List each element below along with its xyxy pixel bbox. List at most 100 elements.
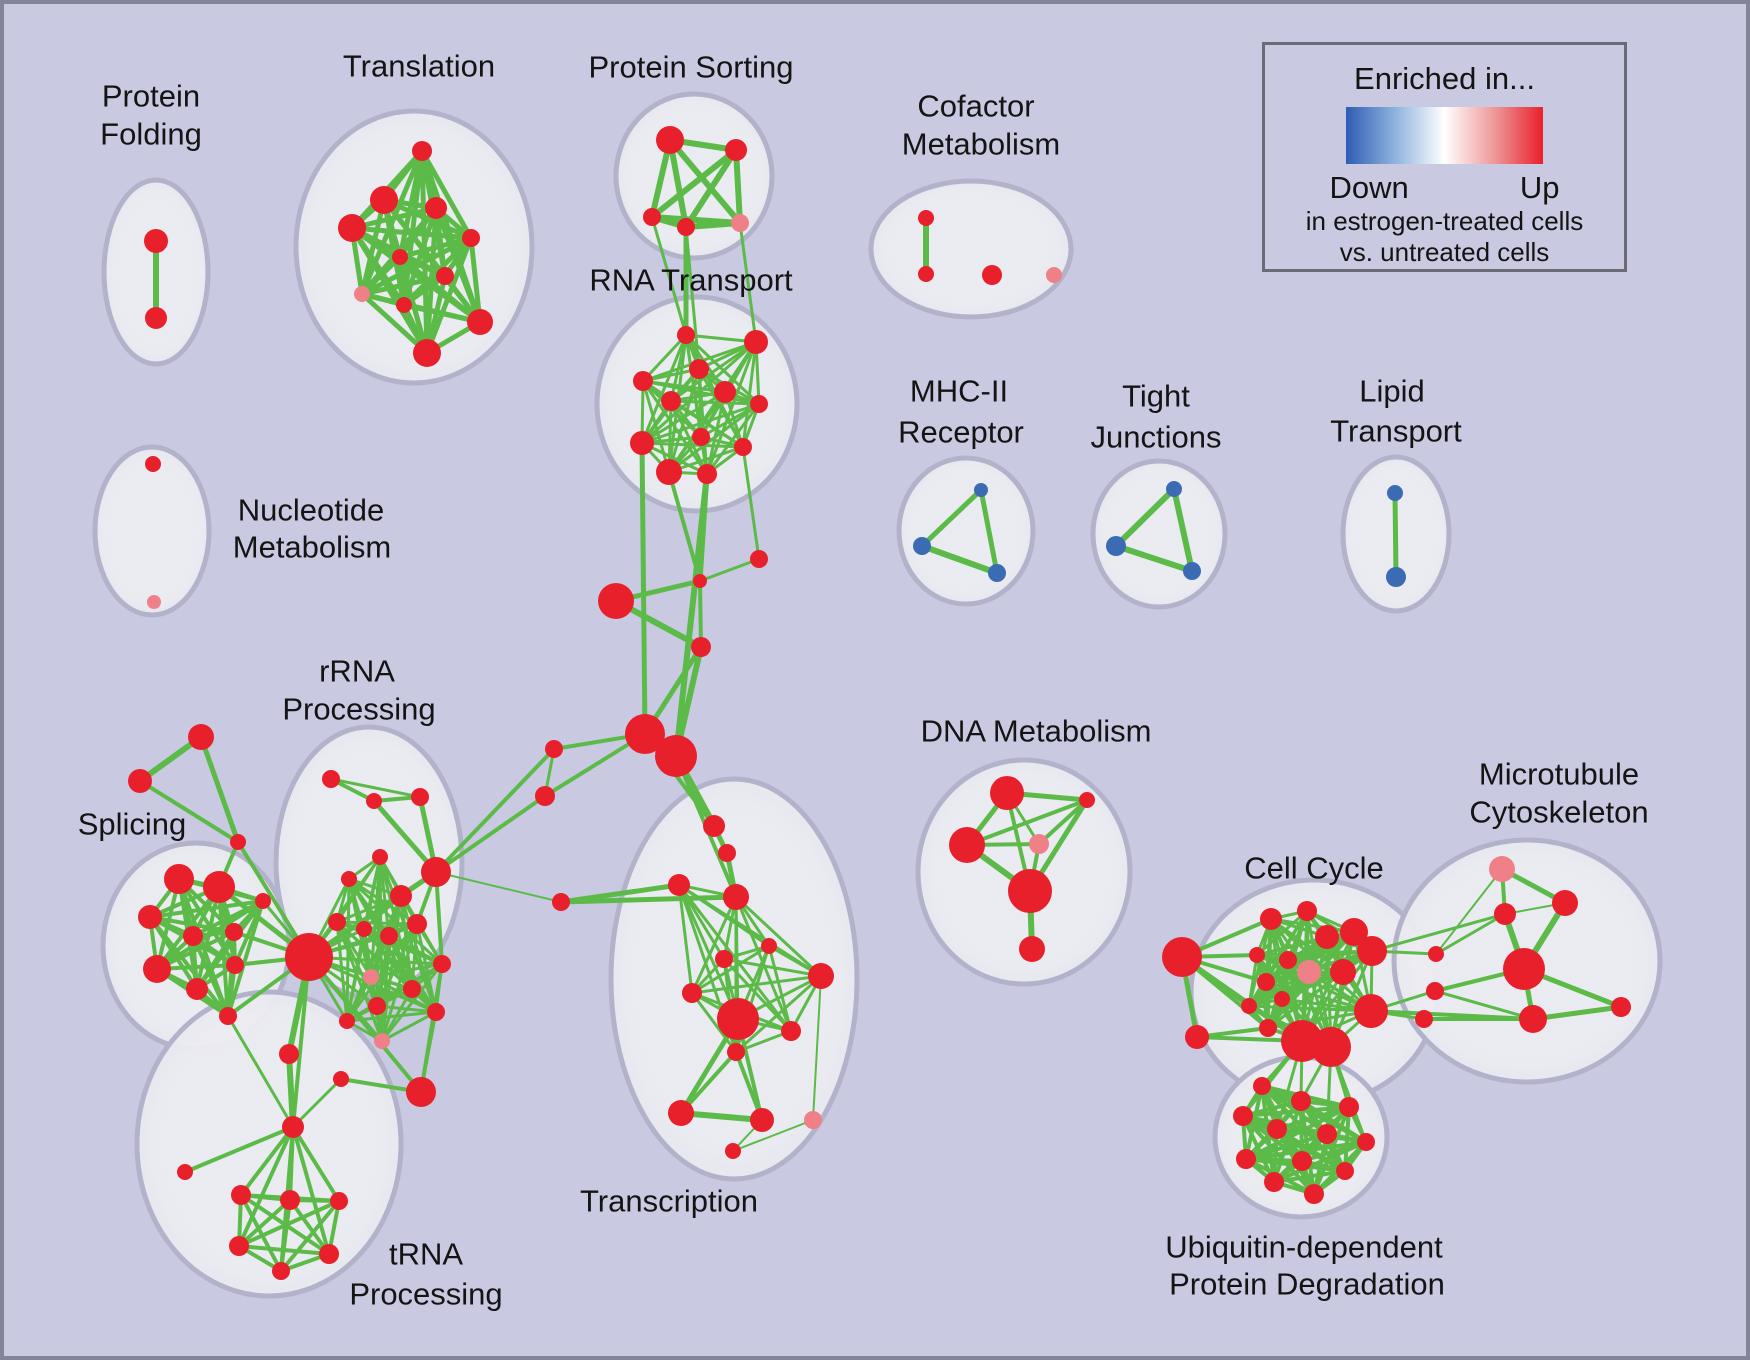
- edge: [705, 402, 761, 476]
- edge: [919, 543, 1000, 576]
- node-tq6-red: [761, 938, 777, 954]
- edge: [919, 487, 984, 549]
- node-cc13-red: [1259, 1019, 1277, 1037]
- cluster-label-cofactor-metabolism-line1: Cofactor: [917, 89, 1034, 124]
- edge: [291, 1077, 343, 1129]
- edge: [1392, 490, 1399, 580]
- edge: [722, 957, 823, 978]
- edge: [690, 974, 823, 995]
- edge: [641, 379, 671, 474]
- edge: [359, 273, 448, 297]
- cluster-label-dna-metabolism-line1: DNA Metabolism: [921, 714, 1152, 749]
- edge: [1433, 989, 1535, 1021]
- node-ps1-red: [656, 126, 684, 154]
- edge: [677, 883, 694, 995]
- node-sp10-red: [219, 1007, 237, 1025]
- node-rr2-red: [366, 793, 382, 809]
- edge: [649, 147, 739, 220]
- node-rr15-red: [403, 980, 421, 998]
- edge: [965, 798, 1089, 847]
- node-mh3-blue: [988, 564, 1006, 582]
- node-rr14-red: [368, 997, 386, 1015]
- edge: [183, 1125, 295, 1174]
- node-tq13-red: [750, 1108, 774, 1132]
- node-tr5-red: [462, 229, 480, 247]
- edge: [138, 779, 240, 844]
- cluster-ellipse-cofactor-metabolism: [868, 178, 1074, 320]
- legend-up-label: Up: [1519, 170, 1560, 205]
- node-sp8-red: [186, 978, 208, 1000]
- node-mt1-salmon: [1489, 856, 1515, 882]
- node-tq11-red: [727, 1043, 745, 1061]
- edge: [734, 974, 823, 1054]
- node-cf2-red: [918, 266, 934, 282]
- node-sx1-red: [188, 724, 214, 750]
- cluster-label-trna-processing-line1: tRNA: [389, 1237, 463, 1272]
- cluster-label-cell-cycle-line1: Cell Cycle: [1244, 851, 1384, 886]
- edge: [239, 1125, 295, 1197]
- edge: [640, 333, 688, 445]
- node-tr1-red: [412, 141, 432, 161]
- node-tq3-red: [668, 874, 690, 896]
- node-rr11-red: [407, 914, 427, 934]
- node-cf1-red: [918, 210, 934, 226]
- edge: [678, 1110, 765, 1123]
- edge: [1179, 954, 1305, 1044]
- edge: [375, 922, 419, 1008]
- node-cf3-red: [982, 265, 1002, 285]
- cluster-label-rrna-processing-line2: Processing: [282, 692, 435, 727]
- cluster-ellipse-tight-junctions: [1090, 458, 1228, 610]
- edge: [690, 991, 738, 1054]
- node-tq2-red: [718, 844, 736, 862]
- node-cc5-red: [1249, 947, 1265, 963]
- edge: [667, 445, 745, 474]
- node-ta-red: [231, 1185, 251, 1205]
- edge: [734, 895, 823, 978]
- edge: [1255, 909, 1309, 957]
- cluster-label-protein-folding-line1: Protein: [102, 79, 200, 114]
- edge: [732, 1119, 814, 1152]
- node-dm2-red: [1079, 792, 1095, 808]
- node-tq8-red: [808, 963, 834, 989]
- node-tqH-red: [717, 998, 759, 1040]
- node-ub5-red: [1267, 1119, 1287, 1139]
- node-sx3-red: [230, 834, 246, 850]
- edge: [237, 1199, 341, 1248]
- node-ub10-red: [1336, 1162, 1354, 1180]
- node-tg-red: [279, 1044, 299, 1064]
- edge: [345, 975, 373, 1023]
- cluster-label-mhc-ii-receptor-line2: Receptor: [898, 415, 1024, 450]
- node-ps4-red: [677, 218, 695, 236]
- legend-down-label: Down: [1329, 170, 1409, 205]
- node-tr3-red: [425, 197, 447, 219]
- node-rt4-red: [633, 371, 653, 391]
- edge: [1264, 930, 1356, 984]
- edge: [812, 975, 822, 1121]
- edge: [279, 1199, 341, 1273]
- edge: [741, 445, 761, 561]
- node-sp9-red: [226, 956, 244, 974]
- edge: [291, 955, 311, 1129]
- node-mt4-red: [1503, 948, 1545, 990]
- node-cc8-red: [1315, 925, 1339, 949]
- edge: [698, 557, 761, 583]
- edge: [1037, 798, 1089, 846]
- cluster-label-protein-sorting-line1: Protein Sorting: [588, 50, 793, 85]
- cluster-label-lipid-transport-line2: Transport: [1330, 414, 1462, 449]
- edge: [1272, 1169, 1347, 1184]
- node-ps2-red: [725, 139, 747, 161]
- cluster-label-splicing-line1: Splicing: [78, 807, 187, 842]
- node-cf4-salmon: [1046, 267, 1062, 283]
- node-cc17-red: [1415, 1010, 1433, 1028]
- node-rr5-red: [341, 871, 357, 887]
- node-dm6-red: [1019, 936, 1045, 962]
- edge: [1369, 1009, 1535, 1021]
- cluster-label-ubiquitin-protein-degradation-line2: Protein Degradation: [1169, 1267, 1445, 1302]
- node-tr2-red: [370, 186, 398, 214]
- node-tr4-red: [338, 214, 366, 242]
- cluster-label-nucleotide-metabolism-line1: Nucleotide: [238, 493, 384, 528]
- node-tr8-salmon: [354, 286, 370, 302]
- node-mC-red: [750, 550, 768, 568]
- edge: [237, 1198, 292, 1248]
- edge: [286, 1051, 296, 1130]
